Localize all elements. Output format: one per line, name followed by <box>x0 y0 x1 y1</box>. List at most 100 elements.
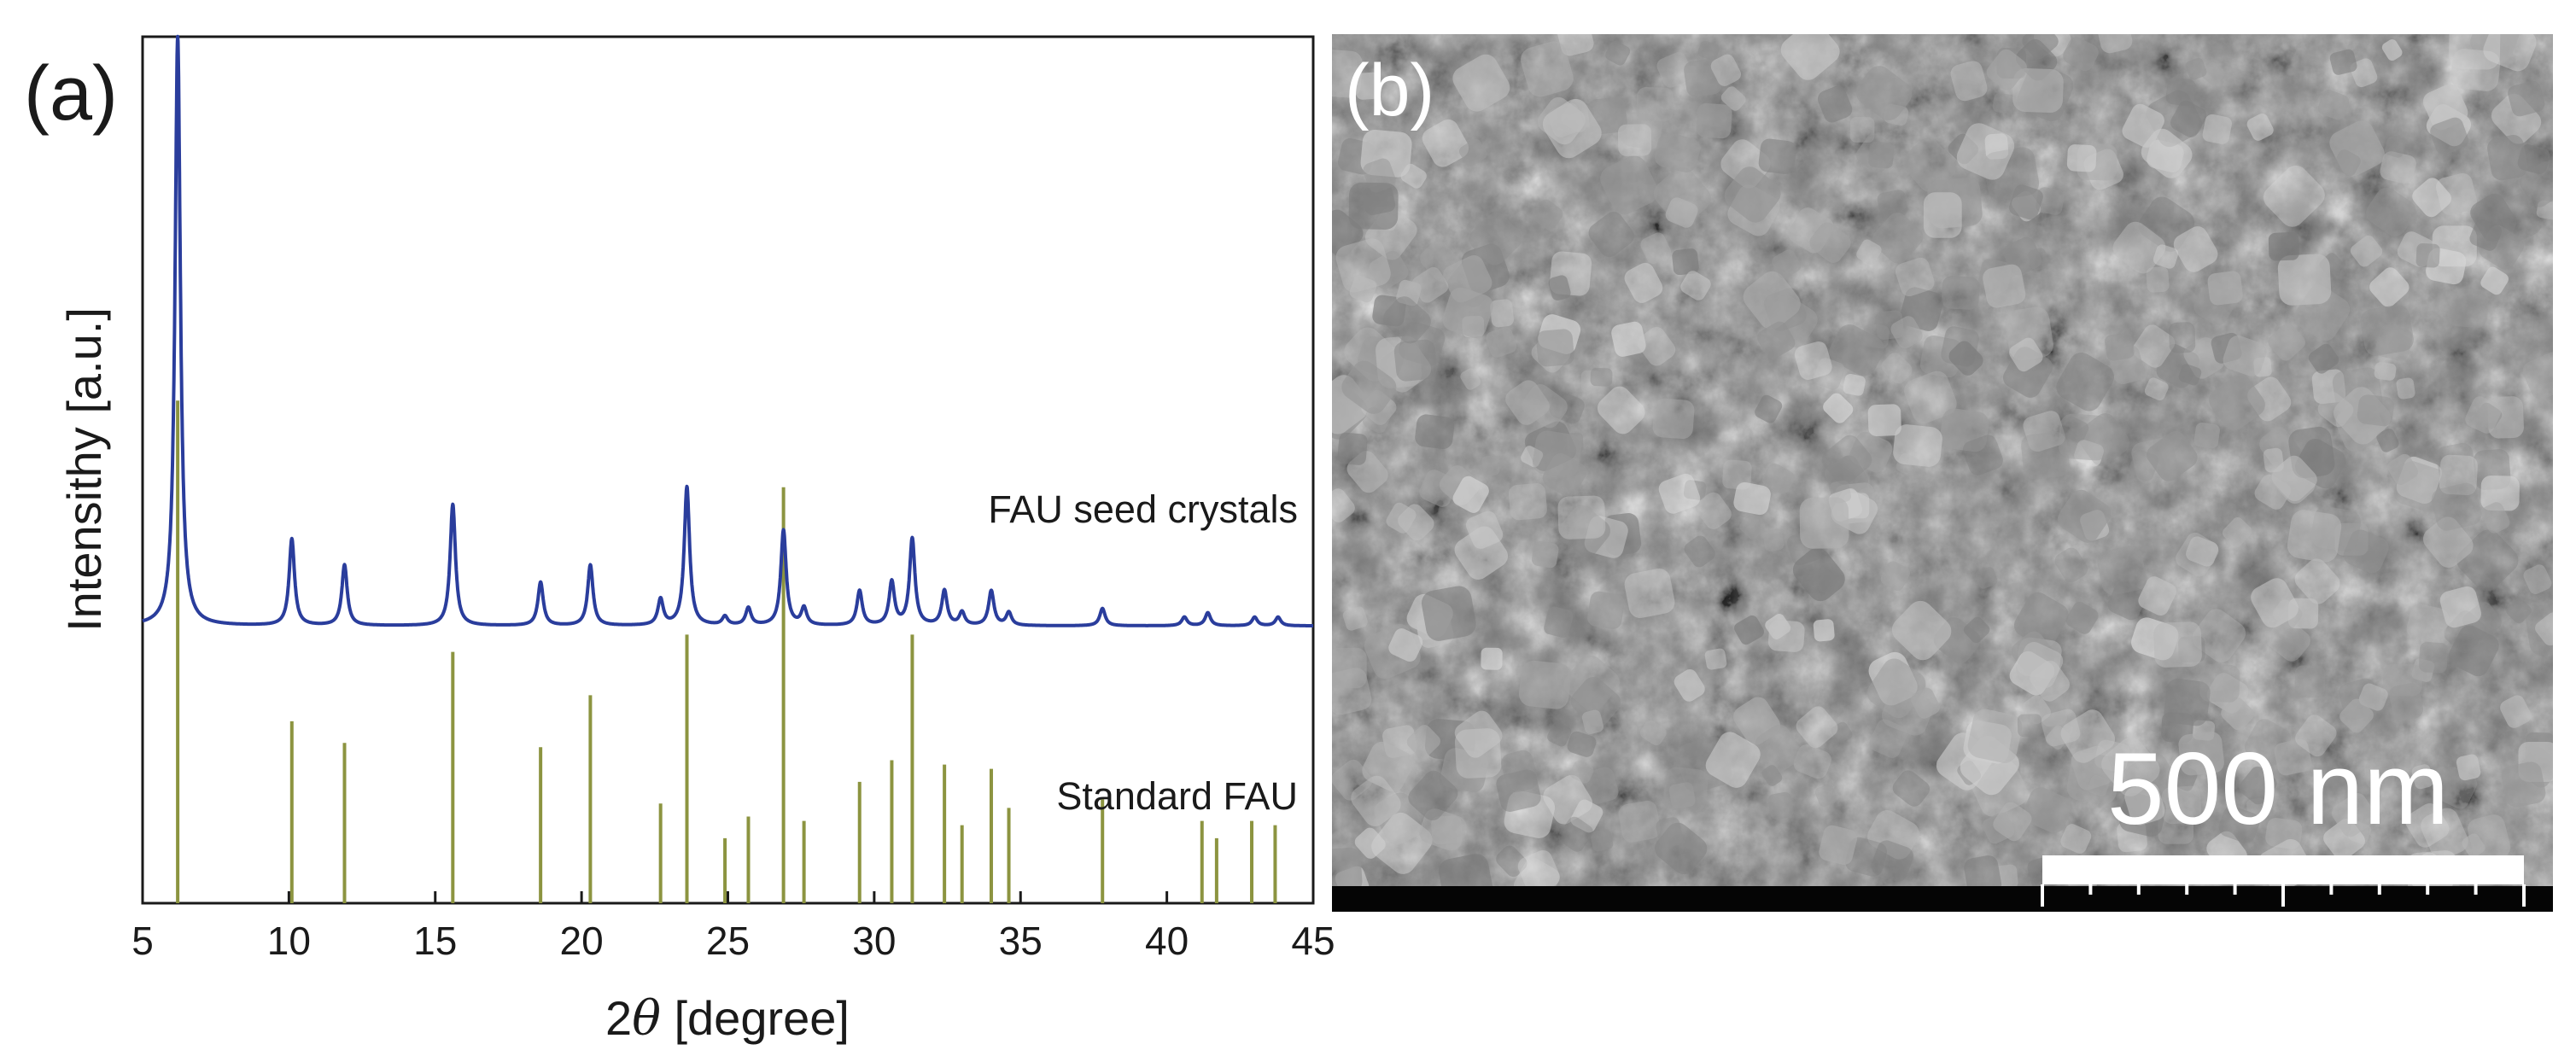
crystal-grain <box>1893 424 1942 467</box>
crystal-grain <box>2387 453 2418 486</box>
series-label-fau-seed: FAU seed crystals <box>988 487 1298 531</box>
crystal-grain <box>2308 343 2339 374</box>
crystal-grain <box>1621 112 1663 150</box>
crystal-grain <box>2294 558 2340 604</box>
crystal-grain <box>1638 327 1676 366</box>
crystal-grain <box>2193 422 2220 449</box>
crystal-grain <box>2508 80 2545 117</box>
crystal-grain <box>1881 688 1933 736</box>
crystal-grain <box>1892 770 1931 807</box>
crystal-grain <box>1458 138 1487 166</box>
crystal-grain <box>1558 816 1593 852</box>
crystal-grain <box>1817 85 1853 123</box>
crystal-grain <box>1590 829 1614 852</box>
crystal-grain <box>2331 793 2376 837</box>
crystal-grain <box>1869 719 1907 758</box>
crystal-grain <box>1672 248 1699 276</box>
crystal-grain <box>1963 616 1990 644</box>
crystal-grain <box>2287 510 2342 563</box>
crystal-grain <box>1544 606 1574 638</box>
crystal-grain <box>1558 505 1610 557</box>
crystal-grain <box>2426 248 2467 285</box>
crystal-grain <box>1419 808 1467 851</box>
crystal-grain <box>2468 814 2511 862</box>
crystal-grain <box>2447 288 2489 328</box>
crystal-grain <box>2419 642 2448 674</box>
crystal-grain <box>2294 665 2326 698</box>
crystal-grain <box>1821 435 1872 485</box>
crystal-grain <box>1866 658 1926 719</box>
crystal-grain <box>1557 34 1594 56</box>
crystal-grain <box>1654 132 1701 172</box>
crystal-grain <box>1819 825 1858 865</box>
crystal-grain <box>1962 435 2003 475</box>
crystal-grain <box>1956 123 2015 180</box>
crystal-grain <box>2056 353 2115 411</box>
crystal-grain <box>2246 114 2274 141</box>
crystal-grain <box>2173 226 2218 272</box>
crystal-grain <box>1684 58 1722 97</box>
crystal-grain <box>2469 219 2502 251</box>
crystal-grain <box>1481 647 1503 670</box>
crystal-grain <box>1398 504 1434 541</box>
crystal-grain <box>1813 619 1835 642</box>
crystal-grain <box>1680 271 1711 300</box>
crystal-grain <box>1543 774 1593 825</box>
crystal-grain <box>2439 454 2478 496</box>
x-tick-label-4: 25 <box>706 919 750 963</box>
crystal-grain <box>2088 774 2110 797</box>
crystal-grain <box>1696 102 1732 139</box>
crystal-grain <box>1538 314 1581 354</box>
crystal-grain <box>2422 516 2474 568</box>
crystal-grain <box>1762 463 1795 494</box>
crystal-grain <box>2063 37 2099 72</box>
crystal-grain <box>1856 239 1882 265</box>
crystal-grain <box>2263 165 2325 227</box>
crystal-grain <box>2144 377 2169 401</box>
crystal-grain <box>1902 137 1956 192</box>
crystal-grain <box>2412 178 2452 218</box>
crystal-grain <box>2295 715 2337 757</box>
crystal-grain <box>2186 536 2219 567</box>
crystal-grain <box>1481 455 1500 476</box>
crystal-grain <box>2153 621 2202 668</box>
crystal-grain <box>1794 341 1832 380</box>
crystal-grain <box>2178 364 2202 386</box>
crystal-grain <box>2350 235 2383 267</box>
crystal-grain <box>2138 576 2177 616</box>
crystal-grain <box>2066 144 2097 172</box>
crystal-grain <box>2519 161 2553 207</box>
crystal-grain <box>1332 49 1363 98</box>
crystal-grain <box>2105 332 2135 361</box>
crystal-grain <box>1531 541 1559 569</box>
crystal-grain <box>1855 66 1913 120</box>
crystal-grain <box>1705 732 1761 788</box>
crystal-grain <box>2522 352 2553 400</box>
crystal-grain <box>1757 321 1796 359</box>
crystal-grain <box>2435 442 2477 487</box>
crystal-grain <box>2009 337 2043 372</box>
scale-bar-ticks <box>2041 884 2526 907</box>
crystal-grain <box>1504 791 1556 838</box>
crystal-grain <box>2176 532 2219 577</box>
x-tick-label-5: 30 <box>852 919 896 963</box>
crystal-grain <box>2376 429 2399 452</box>
x-tick-label-2: 15 <box>413 919 457 963</box>
series-line-fau-seed-crystals <box>141 34 1315 627</box>
crystal-grain <box>1829 324 1884 376</box>
crystal-grain <box>1567 731 1597 757</box>
crystal-grain <box>2164 679 2211 726</box>
crystal-grain <box>2317 90 2350 120</box>
crystal-grain <box>1408 770 1458 821</box>
crystal-grain <box>1881 353 1913 384</box>
crystal-grain <box>2448 625 2499 677</box>
crystal-grain <box>1388 628 1423 662</box>
crystal-grain <box>1940 408 1989 452</box>
crystal-grain <box>2480 475 2520 511</box>
crystal-grain <box>1618 800 1661 843</box>
crystal-grain <box>1363 406 1390 434</box>
crystal-grain <box>1440 748 1489 793</box>
crystal-grain <box>1823 393 1854 423</box>
crystal-grain <box>1355 72 1381 100</box>
